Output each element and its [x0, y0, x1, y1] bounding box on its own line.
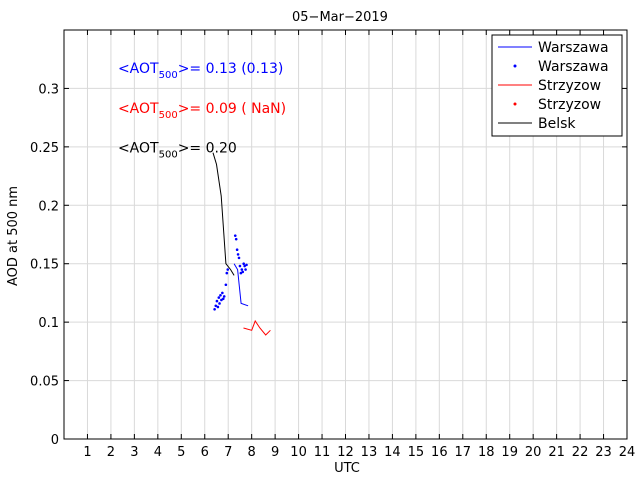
data-point-warszawa-5	[218, 302, 221, 305]
x-tick-label-16: 16	[431, 445, 448, 460]
data-point-warszawa-11	[224, 283, 228, 287]
data-point-warszawa-21	[240, 268, 244, 271]
y-tick-label-2: 0.1	[38, 316, 59, 331]
series-layer	[212, 152, 271, 336]
data-point-warszawa-10	[222, 295, 226, 298]
x-tick-label-18: 18	[478, 445, 495, 460]
x-tick-label-4: 4	[154, 445, 162, 460]
x-tick-label-5: 5	[177, 445, 185, 460]
x-tick-label-1: 1	[83, 445, 91, 460]
x-tick-label-6: 6	[201, 445, 209, 460]
x-tick-label-19: 19	[501, 445, 518, 460]
legend-label-0: Warszawa	[538, 40, 609, 56]
legend-label-3: Strzyzow	[538, 97, 601, 113]
axis-ticks: 1 2 3 4 5 6 7 8 9 10 11 12 13 14 15 16 17 18 19 20 21 22 23 240…	[30, 30, 635, 460]
data-point-warszawa-15	[234, 237, 238, 241]
x-tick-label-24: 24	[619, 445, 636, 460]
x-tick-label-17: 17	[455, 445, 472, 460]
x-tick-label-11: 11	[314, 445, 331, 460]
data-point-warszawa-24	[243, 264, 246, 268]
y-tick-label-5: 0.25	[30, 141, 59, 156]
data-point-warszawa-25	[244, 268, 247, 271]
data-point-warszawa-3	[216, 305, 220, 309]
legend: Warszawa Warszawa Strzyzow Strzyzow Belsk	[491, 34, 623, 137]
x-tick-label-9: 9	[271, 445, 279, 460]
data-point-warszawa-4	[217, 296, 221, 299]
x-tick-label-14: 14	[384, 445, 401, 460]
data-point-warszawa-19	[238, 264, 242, 268]
data-point-warszawa-8	[221, 291, 224, 295]
data-point-warszawa-22	[241, 270, 245, 274]
x-tick-label-7: 7	[224, 445, 232, 460]
y-tick-label-0: 0	[51, 433, 59, 448]
data-point-warszawa-6	[219, 293, 222, 297]
data-point-warszawa-23	[242, 262, 245, 266]
data-point-warszawa-26	[245, 263, 248, 267]
data-point-warszawa-14	[233, 234, 237, 237]
data-point-warszawa-17	[236, 253, 240, 256]
legend-label-4: Belsk	[538, 116, 576, 132]
series-line-warszawa-0	[233, 263, 249, 307]
x-axis-label: UTC	[334, 461, 360, 476]
data-point-warszawa-16	[235, 248, 239, 251]
legend-swatch-1	[513, 64, 517, 68]
series-line-belsk-4	[212, 152, 235, 276]
y-tick-label-4: 0.2	[38, 199, 59, 214]
grid	[64, 30, 628, 439]
x-tick-label-21: 21	[548, 445, 565, 460]
data-point-warszawa-9	[221, 297, 225, 301]
annotation-mean-aot-2: <AOT500>= 0.20	[118, 141, 237, 161]
y-tick-label-3: 0.15	[30, 258, 59, 273]
x-tick-label-13: 13	[361, 445, 378, 460]
x-tick-label-23: 23	[595, 445, 612, 460]
y-tick-label-6: 0.3	[38, 82, 59, 97]
data-point-warszawa-13	[226, 268, 230, 271]
legend-swatch-3	[513, 102, 517, 106]
x-tick-label-12: 12	[337, 445, 354, 460]
chart-title: 05−Mar−2019	[292, 10, 388, 25]
legend-label-1: Warszawa	[538, 59, 609, 75]
annotation-mean-aot-0: <AOT500>= 0.13 (0.13)	[118, 61, 283, 81]
data-point-warszawa-20	[239, 271, 243, 275]
data-point-warszawa-0	[213, 307, 216, 311]
x-tick-label-2: 2	[107, 445, 115, 460]
series-line-strzyzow-2	[243, 319, 271, 336]
data-point-warszawa-18	[237, 256, 241, 260]
x-tick-label-8: 8	[248, 445, 256, 460]
y-tick-label-1: 0.05	[30, 375, 59, 390]
legend-label-2: Strzyzow	[538, 78, 601, 94]
x-tick-label-10: 10	[290, 445, 307, 460]
y-axis-label: AOD at 500 nm	[6, 186, 21, 286]
x-tick-label-20: 20	[525, 445, 542, 460]
annotation-mean-aot-1: <AOT500>= 0.09 ( NaN)	[118, 101, 286, 121]
x-tick-label-15: 15	[408, 445, 425, 460]
data-point-warszawa-12	[225, 271, 229, 275]
annotations: <AOT500>= 0.13 (0.13) <AOT500>= 0.09 ( Na…	[118, 61, 286, 160]
x-tick-label-22: 22	[572, 445, 589, 460]
data-point-warszawa-2	[215, 299, 219, 303]
data-point-warszawa-1	[214, 304, 218, 308]
data-point-warszawa-7	[220, 298, 223, 302]
x-tick-label-3: 3	[130, 445, 138, 460]
